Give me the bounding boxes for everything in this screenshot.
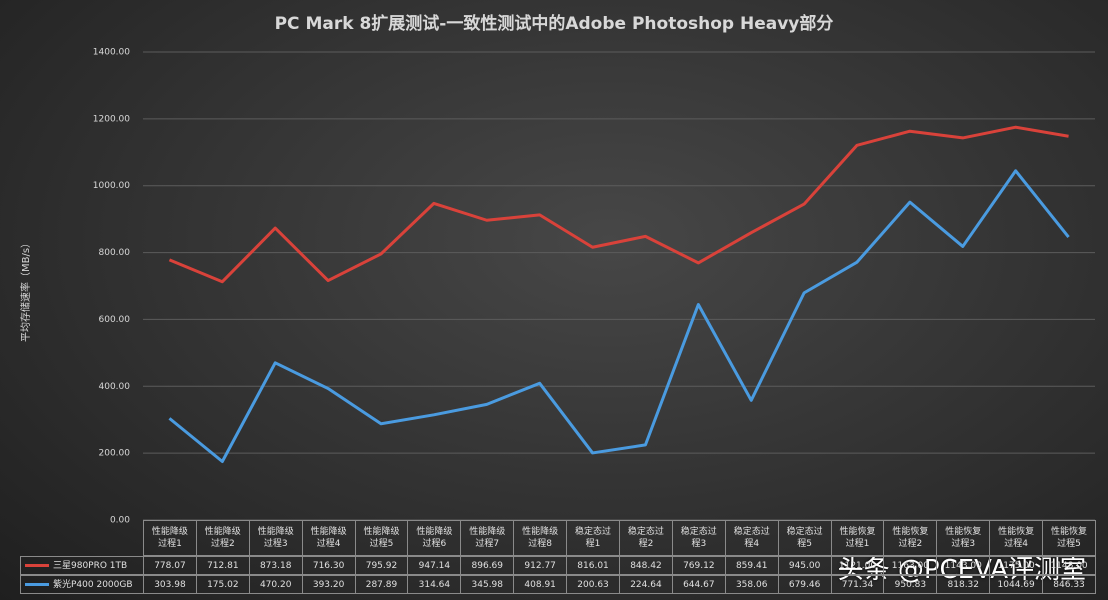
category-label: 性能恢复过程2 (883, 520, 938, 556)
y-tick-label: 400.00 (99, 382, 131, 392)
table-value: 224.64 (619, 575, 673, 594)
legend-label: 紫光P400 2000GB (53, 579, 133, 590)
category-label: 性能降级过程6 (407, 520, 462, 556)
category-label: 性能降级过程7 (460, 520, 515, 556)
table-value: 679.46 (777, 575, 832, 594)
category-label: 性能恢复过程3 (936, 520, 991, 556)
category-label: 稳定态过程4 (724, 520, 779, 556)
table-value: 950.83 (883, 575, 938, 594)
series-line (168, 169, 1070, 463)
category-label: 性能降级过程1 (143, 520, 197, 556)
table-value: 1175.00 (989, 556, 1044, 575)
watermark: 头条 @PCEVA评测室 (837, 555, 1086, 585)
table-value: 716.30 (301, 556, 356, 575)
table-value: 846.33 (1042, 575, 1096, 594)
table-value: 314.64 (407, 575, 462, 594)
table-value: 287.89 (354, 575, 409, 594)
table-value: 345.98 (460, 575, 515, 594)
series-line (168, 125, 1069, 284)
y-axis-label: 平均存储速率（MB/s） (19, 238, 32, 342)
table-value: 1163.00 (883, 556, 938, 575)
category-label: 性能降级过程4 (301, 520, 356, 556)
table-value: 200.63 (566, 575, 620, 594)
table-value: 1044.69 (989, 575, 1044, 594)
category-label: 性能降级过程8 (513, 520, 568, 556)
table-value: 873.18 (248, 556, 303, 575)
table-value: 771.34 (830, 575, 885, 594)
y-tick-label: 1400.00 (93, 48, 130, 58)
table-value: 947.14 (407, 556, 462, 575)
table-value: 848.42 (619, 556, 673, 575)
table-value: 859.41 (724, 556, 779, 575)
table-value: 712.81 (195, 556, 250, 575)
table-value: 470.20 (248, 575, 303, 594)
legend-swatch (25, 583, 49, 586)
table-value: 945.00 (777, 556, 832, 575)
table-value: 912.77 (513, 556, 568, 575)
category-label: 稳定态过程2 (619, 520, 673, 556)
legend-entry: 三星980PRO 1TB (20, 556, 144, 575)
table-value: 896.69 (460, 556, 515, 575)
y-tick-label: 1200.00 (93, 114, 130, 124)
table-value: 1148.00 (1042, 556, 1096, 575)
chart-title: PC Mark 8扩展测试-一致性测试中的Adobe Photoshop Hea… (275, 13, 834, 34)
y-tick-label: 800.00 (99, 248, 131, 258)
table-value: 778.07 (143, 556, 197, 575)
category-label: 性能恢复过程1 (830, 520, 885, 556)
y-tick-label: 200.00 (99, 449, 131, 459)
category-label: 性能降级过程5 (354, 520, 409, 556)
table-value: 175.02 (195, 575, 250, 594)
table-value: 1121.00 (830, 556, 885, 575)
table-value: 1143.00 (936, 556, 991, 575)
category-label: 稳定态过程1 (566, 520, 620, 556)
y-tick-label: 1000.00 (93, 181, 130, 191)
table-value: 769.12 (671, 556, 726, 575)
legend-swatch (25, 564, 49, 567)
table-value: 644.67 (671, 575, 726, 594)
table-value: 303.98 (143, 575, 197, 594)
category-label: 性能降级过程3 (248, 520, 303, 556)
table-value: 816.01 (566, 556, 620, 575)
legend-label: 三星980PRO 1TB (53, 560, 128, 571)
y-tick-label: 600.00 (99, 315, 131, 325)
category-label: 稳定态过程5 (777, 520, 832, 556)
table-value: 393.20 (301, 575, 356, 594)
table-value: 358.06 (724, 575, 779, 594)
category-label: 性能恢复过程4 (989, 520, 1044, 556)
table-value: 795.92 (354, 556, 409, 575)
table-value: 408.91 (513, 575, 568, 594)
table-value: 818.32 (936, 575, 991, 594)
category-label: 稳定态过程3 (671, 520, 726, 556)
legend-entry: 紫光P400 2000GB (20, 575, 144, 594)
category-label: 性能降级过程2 (195, 520, 250, 556)
category-label: 性能恢复过程5 (1042, 520, 1096, 556)
y-tick-label: 0.00 (110, 516, 130, 526)
